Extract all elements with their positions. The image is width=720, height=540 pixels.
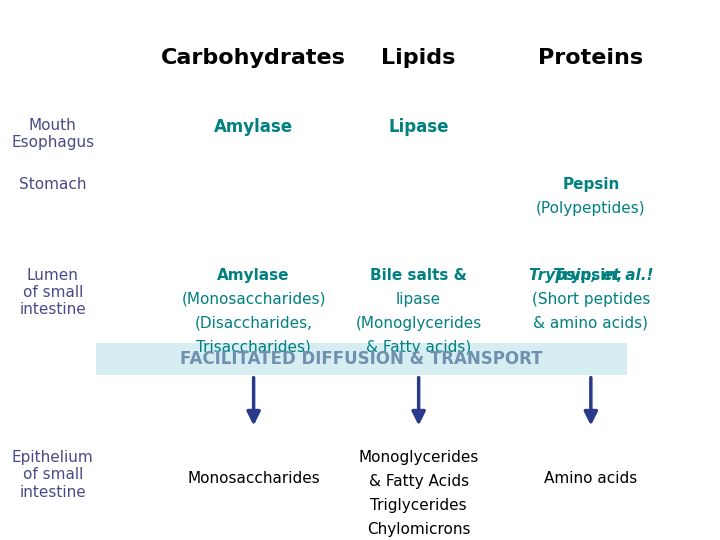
Text: & amino acids): & amino acids)	[534, 316, 648, 331]
Text: Trypsin,: Trypsin,	[554, 268, 627, 283]
Text: Chylomicrons: Chylomicrons	[367, 522, 470, 537]
Text: Lumen
of small
intestine: Lumen of small intestine	[19, 268, 86, 318]
Text: Epithelium
of small
intestine: Epithelium of small intestine	[12, 450, 94, 500]
Text: Monoglycerides: Monoglycerides	[359, 450, 479, 465]
Text: Trypsin, et al.!: Trypsin, et al.!	[528, 268, 653, 283]
Text: Stomach: Stomach	[19, 177, 86, 192]
Text: Triglycerides: Triglycerides	[370, 498, 467, 513]
FancyBboxPatch shape	[96, 343, 626, 375]
Text: Proteins: Proteins	[539, 48, 644, 68]
Text: FACILITATED DIFFUSION & TRANSPORT: FACILITATED DIFFUSION & TRANSPORT	[180, 350, 542, 368]
Text: (Polypeptides): (Polypeptides)	[536, 201, 646, 216]
Text: (Monoglycerides: (Monoglycerides	[356, 316, 482, 331]
Text: & Fatty acids): & Fatty acids)	[366, 340, 472, 355]
Text: Amylase: Amylase	[217, 268, 290, 283]
Text: Carbohydrates: Carbohydrates	[161, 48, 346, 68]
Text: Monosaccharides: Monosaccharides	[187, 471, 320, 486]
Text: (Disaccharides,: (Disaccharides,	[194, 316, 312, 331]
Text: (Monosaccharides): (Monosaccharides)	[181, 292, 326, 307]
Text: (Short peptides: (Short peptides	[531, 292, 650, 307]
Text: Mouth
Esophagus: Mouth Esophagus	[12, 118, 94, 150]
Text: & Fatty Acids: & Fatty Acids	[369, 474, 469, 489]
Text: Lipase: Lipase	[388, 118, 449, 136]
Text: Amino acids: Amino acids	[544, 471, 637, 486]
Text: Lipids: Lipids	[382, 48, 456, 68]
Text: Amylase: Amylase	[214, 118, 293, 136]
Text: Pepsin: Pepsin	[562, 177, 619, 192]
Text: Trisaccharides): Trisaccharides)	[196, 340, 311, 355]
Text: lipase: lipase	[396, 292, 441, 307]
Text: Bile salts &: Bile salts &	[370, 268, 467, 283]
